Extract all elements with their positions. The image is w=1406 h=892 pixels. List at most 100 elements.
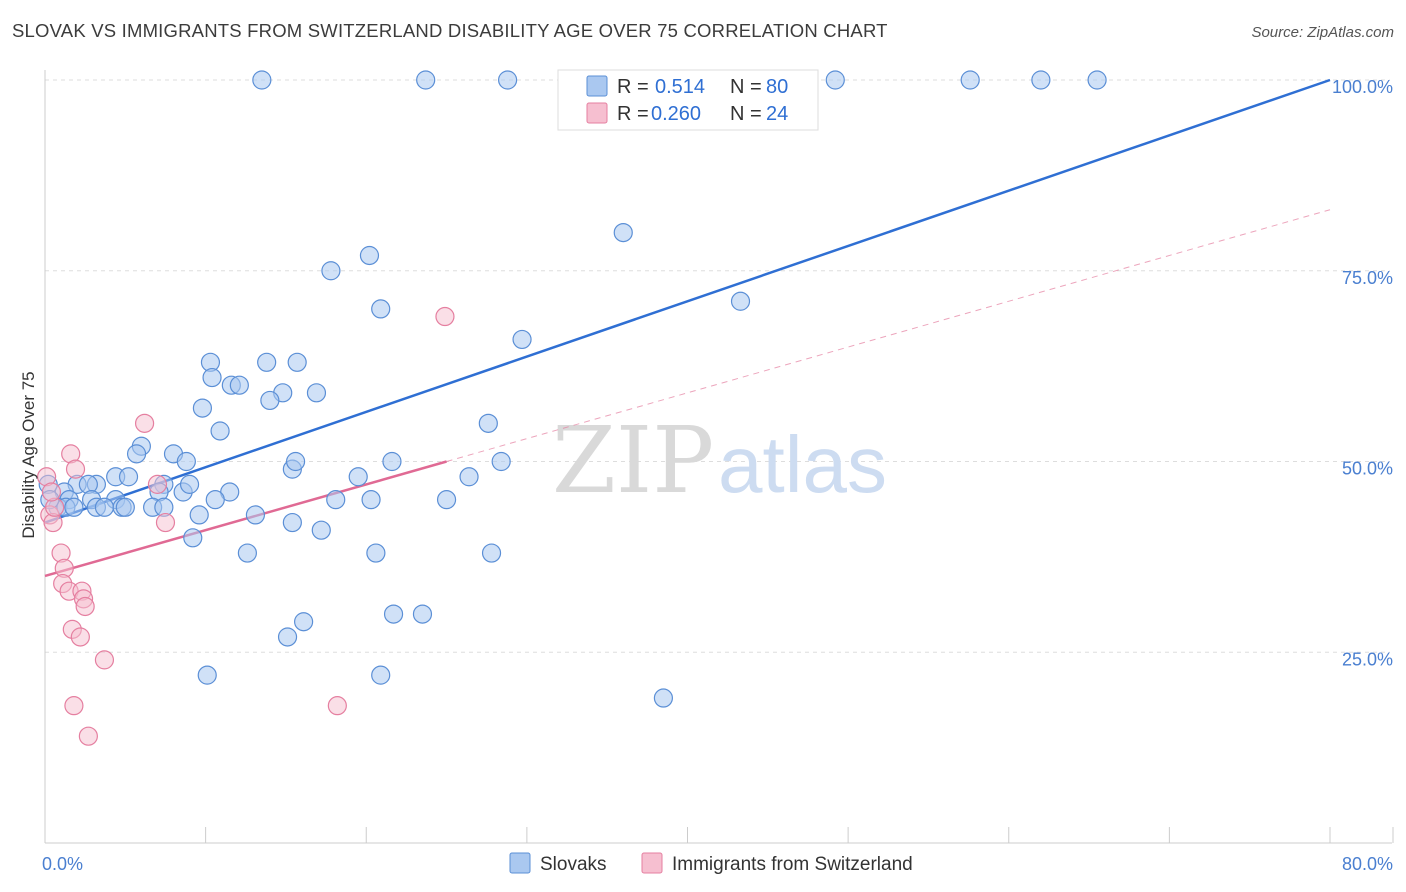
data-point-slovaks	[481, 543, 502, 563]
data-point-swiss	[75, 596, 95, 617]
data-point-swiss	[147, 474, 168, 494]
data-point-slovaks	[459, 467, 479, 487]
bottom-legend-swatch-swiss	[641, 852, 663, 874]
data-point-slovaks	[306, 383, 327, 403]
data-point-swiss	[435, 306, 455, 327]
data-point-swiss	[41, 482, 62, 502]
data-point-swiss	[70, 627, 90, 647]
data-point-slovaks	[416, 70, 436, 90]
page-title: SLOVAK VS IMMIGRANTS FROM SWITZERLAND DI…	[12, 20, 888, 41]
data-point-slovaks	[282, 512, 302, 533]
data-point-slovaks	[960, 70, 980, 90]
legend-n-label-2: N =	[730, 103, 762, 125]
data-point-slovaks	[189, 505, 209, 525]
data-point-swiss	[327, 696, 347, 716]
series-swiss-points	[37, 306, 455, 746]
bottom-legend-label-slovaks: Slovaks	[540, 854, 607, 875]
bottom-legend: Slovaks Immigrants from Switzerland	[509, 852, 913, 875]
legend-n-value-2: 24	[766, 103, 788, 125]
data-point-slovaks	[653, 688, 674, 708]
data-point-slovaks	[1087, 70, 1107, 90]
data-point-swiss	[134, 413, 155, 433]
legend-r-value-1: 0.514	[655, 76, 705, 98]
data-point-slovaks	[192, 398, 213, 418]
data-point-slovaks	[478, 413, 498, 433]
data-point-slovaks	[294, 612, 314, 632]
data-point-slovaks	[359, 245, 380, 266]
data-point-slovaks	[436, 490, 457, 510]
data-point-slovaks	[412, 604, 433, 624]
y-tick-label: 100.0%	[1332, 77, 1393, 97]
data-point-slovaks	[311, 520, 331, 540]
data-point-slovaks	[361, 490, 381, 510]
x-tick-labels: 0.0% 80.0%	[42, 854, 1393, 874]
data-point-slovaks	[202, 367, 222, 388]
data-point-slovaks	[498, 70, 518, 90]
data-point-slovaks	[512, 329, 532, 350]
data-point-slovaks	[260, 390, 280, 411]
data-point-slovaks	[237, 543, 257, 563]
data-point-slovaks	[383, 604, 404, 624]
data-point-slovaks	[613, 223, 633, 243]
data-point-slovaks	[366, 543, 386, 563]
axes	[44, 70, 1394, 844]
data-point-slovaks	[205, 490, 225, 510]
data-point-swiss	[155, 512, 176, 533]
data-point-slovaks	[326, 490, 346, 510]
data-point-slovaks	[348, 467, 368, 487]
data-point-slovaks	[277, 627, 298, 647]
data-point-slovaks	[197, 665, 217, 685]
y-tick-label: 75.0%	[1342, 268, 1393, 288]
legend-n-value-1: 80	[766, 76, 788, 98]
data-point-slovaks	[176, 451, 196, 472]
data-point-slovaks	[245, 505, 266, 525]
series-slovaks-points	[38, 70, 1107, 708]
legend-n-label-1: N =	[730, 76, 762, 98]
data-point-slovaks	[730, 291, 751, 311]
data-point-slovaks	[825, 70, 845, 90]
bottom-legend-swatch-slovaks	[509, 852, 531, 874]
data-point-slovaks	[126, 444, 147, 464]
legend-box: R = 0.514 N = 80 R = 0.260 N = 24	[557, 69, 819, 131]
data-point-slovaks	[94, 497, 115, 517]
data-point-slovaks	[115, 497, 135, 517]
data-point-slovaks	[252, 70, 272, 90]
data-point-slovaks	[287, 352, 307, 372]
data-point-swiss	[78, 726, 98, 746]
data-point-slovaks	[1031, 70, 1051, 90]
data-point-slovaks	[179, 474, 200, 494]
legend-r-label-1: R =	[617, 76, 649, 98]
y-tick-labels: 25.0% 50.0% 75.0% 100.0%	[1332, 77, 1393, 669]
y-axis-label: Disability Age Over 75	[19, 371, 38, 538]
grid-lines	[45, 79, 1390, 653]
data-point-slovaks	[183, 528, 203, 548]
data-point-slovaks	[118, 467, 139, 487]
data-point-swiss	[64, 696, 84, 716]
data-point-slovaks	[64, 497, 84, 517]
data-point-slovaks	[371, 299, 391, 319]
watermark-atlas: atlas	[718, 420, 887, 509]
data-point-swiss	[65, 459, 86, 479]
data-point-slovaks	[229, 375, 249, 395]
legend-r-value-2: 0.260	[651, 103, 701, 125]
data-point-slovaks	[257, 352, 277, 372]
data-point-slovaks	[371, 665, 391, 685]
data-point-swiss	[94, 650, 115, 670]
data-point-slovaks	[285, 451, 306, 472]
legend-swatch-swiss	[586, 102, 608, 124]
data-point-slovaks	[382, 451, 402, 472]
y-tick-label: 50.0%	[1342, 459, 1393, 479]
legend-r-label-2: R =	[617, 103, 649, 125]
data-point-slovaks	[491, 451, 511, 472]
x-tick-label: 80.0%	[1342, 854, 1393, 874]
watermark-zip: ZIP	[552, 407, 714, 514]
trend-line-swiss-extrapolated	[446, 209, 1331, 462]
trend-line-swiss	[44, 460, 447, 578]
y-tick-label: 25.0%	[1342, 649, 1393, 669]
trend-lines	[44, 78, 1331, 578]
source-label: Source: ZipAtlas.com	[1251, 24, 1394, 41]
trend-line-slovaks	[44, 78, 1331, 524]
bottom-legend-label-swiss: Immigrants from Switzerland	[672, 854, 913, 875]
data-point-slovaks	[210, 421, 230, 441]
